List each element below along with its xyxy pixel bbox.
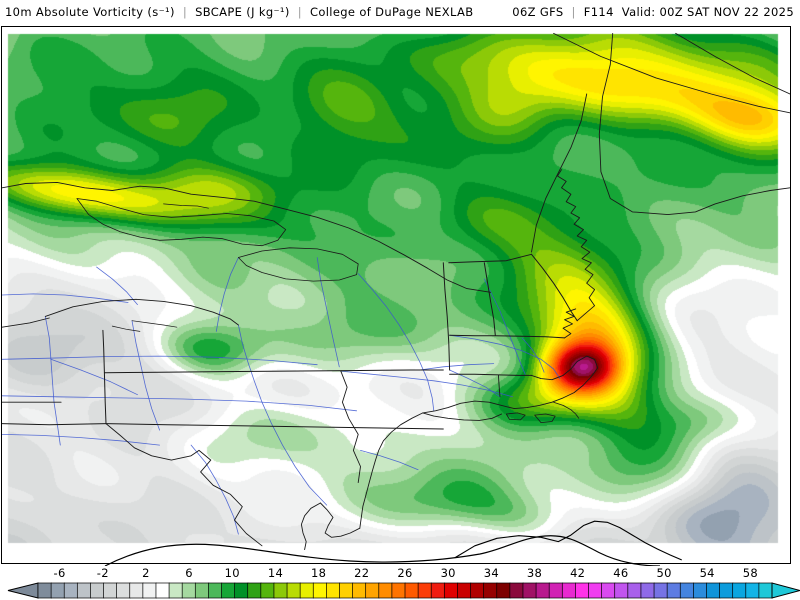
colorbar-tick-15: 54 (699, 566, 715, 580)
valid-time-label: Valid: 00Z SAT NOV 22 2025 (621, 5, 794, 19)
colorbar-tick-13: 46 (613, 566, 629, 580)
sbcape-contour-tail (104, 535, 661, 566)
colorbar-tick-11: 38 (526, 566, 543, 580)
field-label: 10m Absolute Vorticity (s⁻¹) (5, 5, 175, 19)
colorbar[interactable]: -6 -2 2 6 10 14 18 22 26 30 34 38 42 46 50 54 58 (0, 566, 800, 600)
header-separator-1: | (182, 5, 188, 19)
overlay-label: SBCAPE (J kg⁻¹) (195, 5, 290, 19)
header-bar: 10m Absolute Vorticity (s⁻¹) | SBCAPE (J… (0, 0, 800, 26)
map-frame[interactable] (1, 26, 791, 564)
model-run-label: 06Z GFS (512, 5, 564, 19)
colorbar-tick-2: 2 (142, 566, 150, 580)
forecast-hour-label: F114 (583, 5, 614, 19)
map-geography-overlay (2, 32, 790, 561)
source-label: College of DuPage NEXLAB (309, 5, 474, 19)
header-separator-2: | (297, 5, 302, 19)
colorbar-tick-16: 58 (742, 566, 759, 580)
colorbar-tick-14: 50 (656, 566, 672, 580)
colorbar-tick-1: -2 (96, 566, 109, 580)
colorbar-tick-0: -6 (53, 566, 66, 580)
header-left-text: 10m Absolute Vorticity (s⁻¹) | SBCAPE (J… (5, 5, 474, 19)
state-and-country-borders (2, 32, 790, 551)
colorbar-swatches[interactable] (0, 582, 800, 599)
vorticity-contour-field[interactable] (2, 27, 790, 563)
sbcape-contours (454, 520, 682, 561)
colorbar-tick-8: 26 (397, 566, 413, 580)
colorbar-tick-labels: -6 -2 2 6 10 14 18 22 26 30 34 38 42 46 50 54 58 (0, 566, 800, 581)
header-right-text: 06Z GFS | F114 Valid: 00Z SAT NOV 22 202… (512, 5, 794, 19)
colorbar-tick-4: 10 (224, 566, 240, 580)
colorbar-tick-9: 30 (440, 566, 456, 580)
header-separator-3: | (571, 5, 576, 19)
colorbar-tick-6: 18 (310, 566, 327, 580)
colorbar-tick-3: 6 (185, 566, 193, 580)
colorbar-tick-5: 14 (267, 566, 284, 580)
colorbar-tick-7: 22 (354, 566, 370, 580)
interstate-highways (2, 257, 561, 535)
colorbar-tick-12: 42 (570, 566, 586, 580)
colorbar-tick-10: 34 (483, 566, 500, 580)
